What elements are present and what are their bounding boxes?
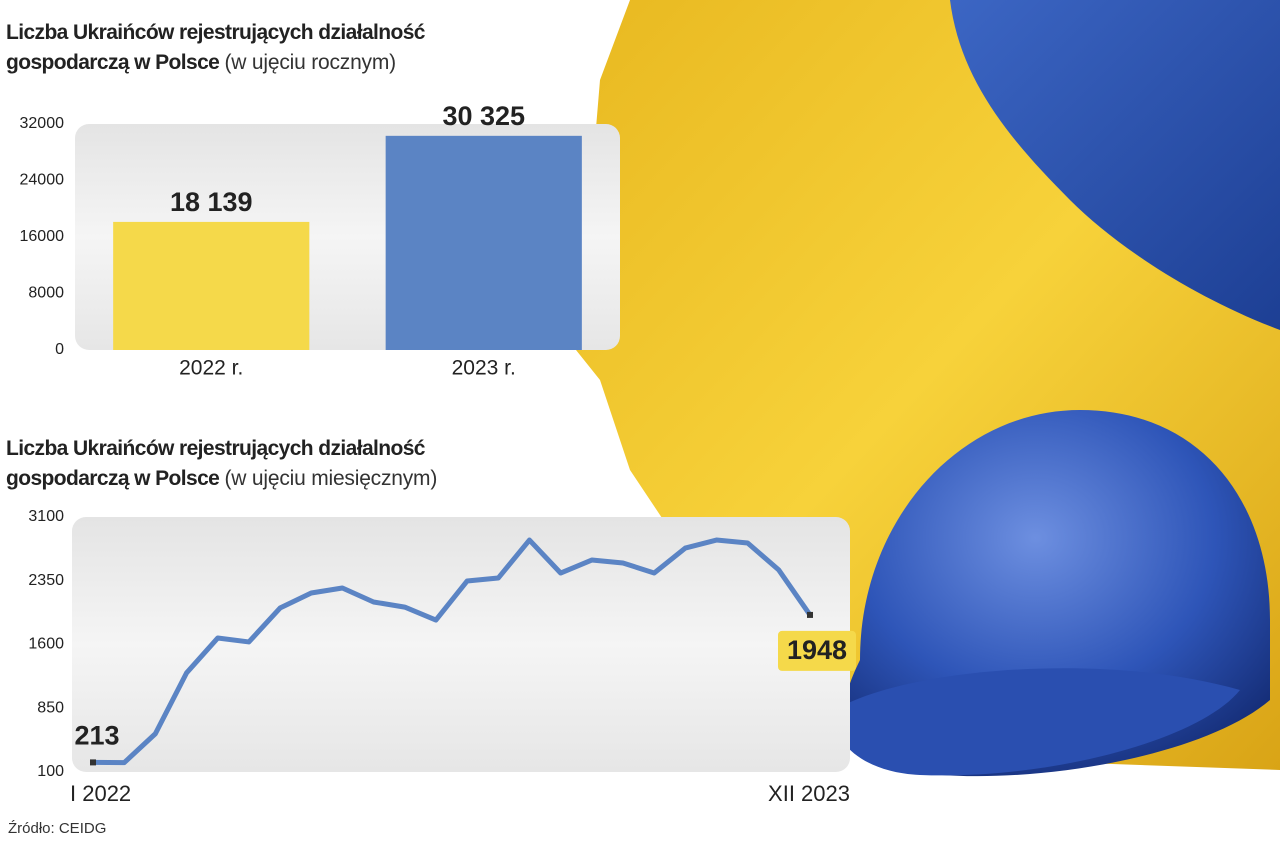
- y-tick-label: 3100: [28, 508, 64, 525]
- x-tick-label: 2023 r.: [452, 357, 516, 380]
- value-label: 30 325: [442, 101, 525, 131]
- title-text: Liczba Ukraińców rejestrujących działaln…: [6, 21, 425, 74]
- chart-title: Liczba Ukraińców rejestrujących działaln…: [6, 434, 506, 494]
- bar: [113, 221, 310, 350]
- y-tick-label: 2350: [28, 572, 64, 589]
- helmet-brim: [834, 668, 1240, 776]
- y-tick-label: 850: [37, 699, 64, 716]
- y-tick-label: 8000: [28, 285, 64, 302]
- value-label: 1948: [787, 635, 847, 665]
- subtitle-text: (w ujęciu rocznym): [224, 51, 397, 74]
- x-tick-label: 2022 r.: [179, 357, 243, 380]
- bar: [385, 135, 582, 350]
- title-text: Liczba Ukraińców rejestrujących działaln…: [6, 437, 425, 490]
- y-tick-label: 16000: [20, 228, 65, 245]
- plot-background: [72, 517, 850, 772]
- x-tick-label: XII 2023: [768, 781, 850, 806]
- y-tick-label: 0: [55, 341, 64, 358]
- end-marker: [807, 611, 813, 618]
- y-tick-label: 100: [37, 763, 64, 780]
- x-tick-label: I 2022: [70, 781, 131, 806]
- value-label: 213: [74, 721, 119, 751]
- end-marker: [90, 759, 96, 766]
- line-series: [92, 537, 813, 766]
- y-tick-label: 24000: [20, 172, 65, 189]
- y-tick-label: 1600: [28, 636, 64, 653]
- subtitle-text: (w ujęciu miesięcznym): [224, 467, 438, 490]
- y-tick-label: 32000: [20, 115, 65, 132]
- chart-title: Liczba Ukraińców rejestrujących działaln…: [6, 18, 506, 78]
- source-note: Źródło: CEIDG: [8, 820, 107, 837]
- value-label: 18 139: [170, 187, 253, 217]
- label-box: [778, 630, 856, 671]
- flag-blue: [950, 0, 1280, 330]
